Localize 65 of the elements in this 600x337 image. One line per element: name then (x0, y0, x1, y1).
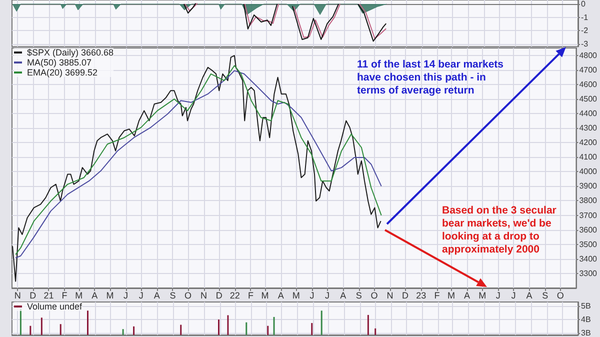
y-tick-label: 3500 (579, 240, 598, 249)
x-tick-label: 21 (44, 290, 54, 300)
x-tick-label: D (402, 290, 410, 300)
x-tick-label: O (556, 290, 564, 300)
x-tick-label: J (138, 290, 144, 300)
x-tick-label: A (154, 290, 160, 300)
y-tick-label: 4800 (579, 50, 598, 60)
y-tick-label: -1 (581, 12, 589, 22)
x-tick-label: F (434, 290, 440, 300)
legend-label: MA(50) 3885.07 (27, 58, 92, 68)
y-tick-label: 3400 (579, 254, 598, 264)
y-tick-label: 4200 (579, 138, 598, 148)
y-tick-label: -2 (581, 26, 589, 36)
x-tick-label: M (261, 290, 269, 300)
x-tick-label: A (464, 290, 470, 300)
y-tick-label: 4700 (579, 65, 598, 74)
x-tick-label: 22 (230, 290, 240, 300)
y-tick-label: 0 (581, 0, 586, 8)
x-tick-label: M (75, 290, 83, 300)
y-tick-label: 3900 (579, 182, 598, 191)
x-tick-label: N (386, 290, 394, 300)
y-tick-label: 3300 (579, 268, 598, 278)
x-tick-label: F (62, 290, 68, 300)
x-tick-label: A (92, 290, 98, 300)
x-tick-label: 23 (416, 290, 426, 300)
x-tick-label: S (542, 290, 548, 300)
y-tick-label: 4100 (579, 152, 598, 162)
x-tick-label: O (184, 290, 192, 300)
y-tick-label: 3700 (579, 210, 598, 220)
x-tick-label: N (200, 290, 208, 300)
x-tick-label: D (216, 290, 223, 300)
x-tick-label: F (248, 290, 254, 300)
y-tick-label: 5B (581, 302, 591, 311)
y-tick-label: 3600 (579, 225, 598, 234)
x-tick-label: M (292, 290, 300, 300)
x-tick-label: M (106, 290, 114, 300)
y-tick-label: 4600 (579, 80, 598, 89)
x-tick-label: J (496, 290, 500, 300)
y-tick-label: 4500 (579, 94, 598, 104)
x-tick-label: J (310, 290, 314, 300)
y-tick-label: 4300 (579, 124, 598, 132)
x-tick-label: N (14, 290, 21, 300)
annotation: Based on the 3 secular bear markets, we'd be looking at a drop to approximately 2000 (442, 204, 560, 256)
x-tick-label: S (170, 290, 176, 300)
y-tick-label: -3 (581, 40, 589, 48)
y-tick-label: 4B (581, 315, 591, 324)
y-tick-label: 3B (581, 328, 591, 337)
legend-label: EMA(20) 3699.52 (27, 68, 98, 78)
y-tick-label: 4400 (579, 108, 598, 118)
x-tick-label: M (478, 290, 486, 300)
x-tick-label: A (526, 290, 532, 300)
annotation: 11 of the last 14 bear markets have chosen this path - in terms of average return (357, 58, 506, 96)
y-tick-label: 4000 (579, 167, 598, 176)
x-tick-label: J (124, 290, 128, 300)
x-tick-label: J (511, 290, 516, 300)
x-tick-label: A (340, 290, 346, 300)
y-tick-label: 3800 (579, 196, 598, 206)
x-tick-label: M (447, 290, 455, 300)
x-tick-label: D (30, 290, 37, 300)
legend-label: Volume undef (27, 302, 83, 312)
legend-label: $SPX (Daily) 3660.68 (27, 48, 114, 58)
x-tick-label: J (325, 290, 330, 300)
x-tick-label: A (278, 290, 284, 300)
x-tick-label: O (370, 290, 378, 300)
x-tick-label: S (356, 290, 362, 300)
